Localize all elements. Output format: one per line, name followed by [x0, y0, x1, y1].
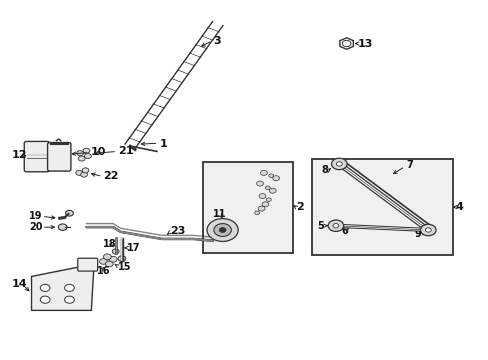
Text: 8: 8 [321, 165, 328, 175]
Circle shape [40, 296, 50, 303]
Text: 11: 11 [212, 209, 226, 219]
Circle shape [64, 284, 74, 292]
Bar [203, 162, 292, 253]
Circle shape [268, 174, 273, 177]
Text: 17: 17 [126, 243, 140, 253]
Text: 5: 5 [317, 221, 324, 231]
Circle shape [266, 198, 271, 202]
Text: 23: 23 [170, 226, 185, 236]
Circle shape [105, 261, 113, 267]
Circle shape [76, 170, 82, 175]
Circle shape [83, 148, 90, 153]
Circle shape [262, 202, 268, 207]
Text: 20: 20 [29, 222, 42, 232]
Text: 19: 19 [29, 211, 42, 221]
Circle shape [82, 168, 89, 173]
Bar [311, 158, 452, 255]
Circle shape [100, 258, 107, 264]
Text: 12: 12 [12, 150, 27, 160]
FancyBboxPatch shape [47, 143, 71, 171]
Circle shape [219, 228, 225, 233]
Circle shape [259, 194, 265, 199]
FancyBboxPatch shape [24, 141, 49, 172]
Circle shape [260, 170, 267, 175]
Text: 2: 2 [295, 202, 303, 212]
Text: 16: 16 [97, 266, 110, 276]
Text: 13: 13 [357, 39, 372, 49]
Text: 3: 3 [213, 36, 221, 46]
Text: 15: 15 [118, 262, 131, 272]
Circle shape [84, 154, 91, 158]
Circle shape [103, 254, 111, 260]
Text: 14: 14 [12, 279, 28, 289]
Circle shape [40, 284, 50, 292]
Circle shape [118, 256, 125, 261]
Circle shape [109, 256, 117, 262]
PathPatch shape [31, 266, 94, 310]
Circle shape [342, 40, 350, 47]
Circle shape [258, 206, 264, 211]
Circle shape [254, 211, 259, 215]
Text: 22: 22 [103, 171, 119, 181]
Circle shape [272, 176, 279, 181]
Circle shape [65, 210, 73, 216]
Circle shape [256, 181, 263, 186]
Text: 9: 9 [414, 229, 421, 239]
Circle shape [64, 296, 74, 303]
Circle shape [269, 188, 276, 193]
Text: 7: 7 [405, 159, 412, 170]
Circle shape [425, 228, 430, 232]
Text: 6: 6 [341, 226, 347, 236]
Circle shape [81, 172, 87, 177]
Text: 21: 21 [118, 146, 133, 156]
Circle shape [336, 162, 342, 166]
Text: 1: 1 [159, 139, 167, 149]
Circle shape [58, 224, 67, 230]
Text: 4: 4 [455, 202, 463, 212]
Circle shape [213, 224, 231, 237]
FancyBboxPatch shape [78, 258, 98, 271]
Circle shape [332, 224, 338, 228]
Circle shape [327, 220, 343, 231]
Text: 18: 18 [102, 239, 116, 249]
Circle shape [78, 156, 85, 161]
Circle shape [331, 158, 346, 170]
Text: 10: 10 [90, 148, 105, 157]
Circle shape [77, 151, 83, 156]
Circle shape [420, 224, 435, 236]
Circle shape [206, 219, 238, 242]
Circle shape [112, 249, 119, 254]
Circle shape [265, 186, 270, 190]
